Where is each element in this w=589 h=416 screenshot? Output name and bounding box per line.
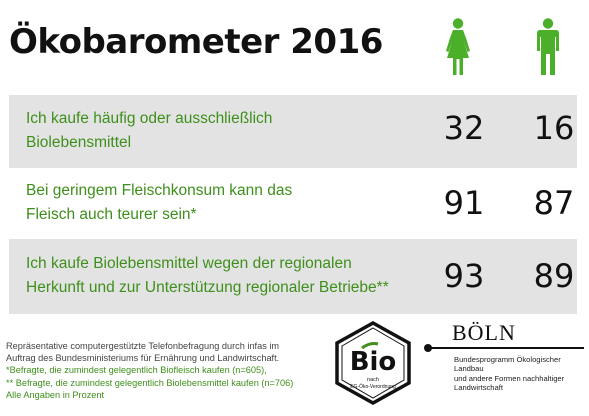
footnote-line: *Befragte, die zumindest gelegentlich Bi… <box>6 365 267 376</box>
female-value: 32 <box>443 109 485 147</box>
table-row: Bei geringem Fleischkonsum kann das Flei… <box>9 168 577 239</box>
statement-line: Fleisch auch teurer sein* <box>26 206 197 223</box>
boeln-name: BÖLN <box>452 320 516 345</box>
statement-line: Ich kaufe Biolebensmittel wegen der regi… <box>26 255 352 272</box>
footnotes: Repräsentative computergestützte Telefon… <box>6 340 326 401</box>
female-person-icon <box>444 18 472 76</box>
statement-text: Ich kaufe häufig oder ausschließlich Bio… <box>26 107 421 155</box>
page-title: Ökobarometer 2016 <box>9 22 383 62</box>
table-row: Ich kaufe Biolebensmittel wegen der regi… <box>9 239 577 314</box>
table-row: Ich kaufe häufig oder ausschließlich Bio… <box>9 95 577 168</box>
footnote-line: Auftrag des Bundesministeriums für Ernäh… <box>6 353 280 364</box>
statement-text: Ich kaufe Biolebensmittel wegen der regi… <box>26 252 421 300</box>
bio-logo-sub1: nach <box>367 377 379 383</box>
male-value: 16 <box>533 109 575 147</box>
footnote-line: Repräsentative computergestützte Telefon… <box>6 341 280 351</box>
male-value: 87 <box>533 184 575 222</box>
female-value: 91 <box>443 184 485 222</box>
boeln-text-line: Bundesprogramm Ökologischer Landbau <box>454 355 561 374</box>
boeln-text-line: Landwirtschaft <box>454 383 503 393</box>
boeln-description: Bundesprogramm Ökologischer Landbau und … <box>454 355 586 393</box>
boeln-text-line: und andere Formen nachhaltiger <box>454 373 565 383</box>
bio-seal-logo: Bio nach EG-Öko-Verordnung <box>332 320 414 406</box>
male-person-icon <box>534 18 562 76</box>
statement-line: Ich kaufe häufig oder ausschließlich <box>26 110 273 127</box>
bio-logo-word: Bio <box>350 347 397 377</box>
statement-text: Bei geringem Fleischkonsum kann das Flei… <box>26 179 421 227</box>
statement-line: Biolebensmittel <box>26 134 132 151</box>
female-value: 93 <box>443 257 485 295</box>
boeln-divider <box>426 347 584 349</box>
boeln-logo: BÖLN Bundesprogramm Ökologischer Landbau… <box>424 320 584 410</box>
bio-logo-sub2: EG-Öko-Verordnung <box>350 383 396 390</box>
statement-line: Herkunft und zur Unterstützung regionale… <box>26 279 389 296</box>
statement-line: Bei geringem Fleischkonsum kann das <box>26 182 293 199</box>
footnote-line: ** Befragte, die zumindest gelegentlich … <box>6 377 294 388</box>
male-value: 89 <box>533 257 575 295</box>
footnote-line: Alle Angaben in Prozent <box>6 389 105 400</box>
